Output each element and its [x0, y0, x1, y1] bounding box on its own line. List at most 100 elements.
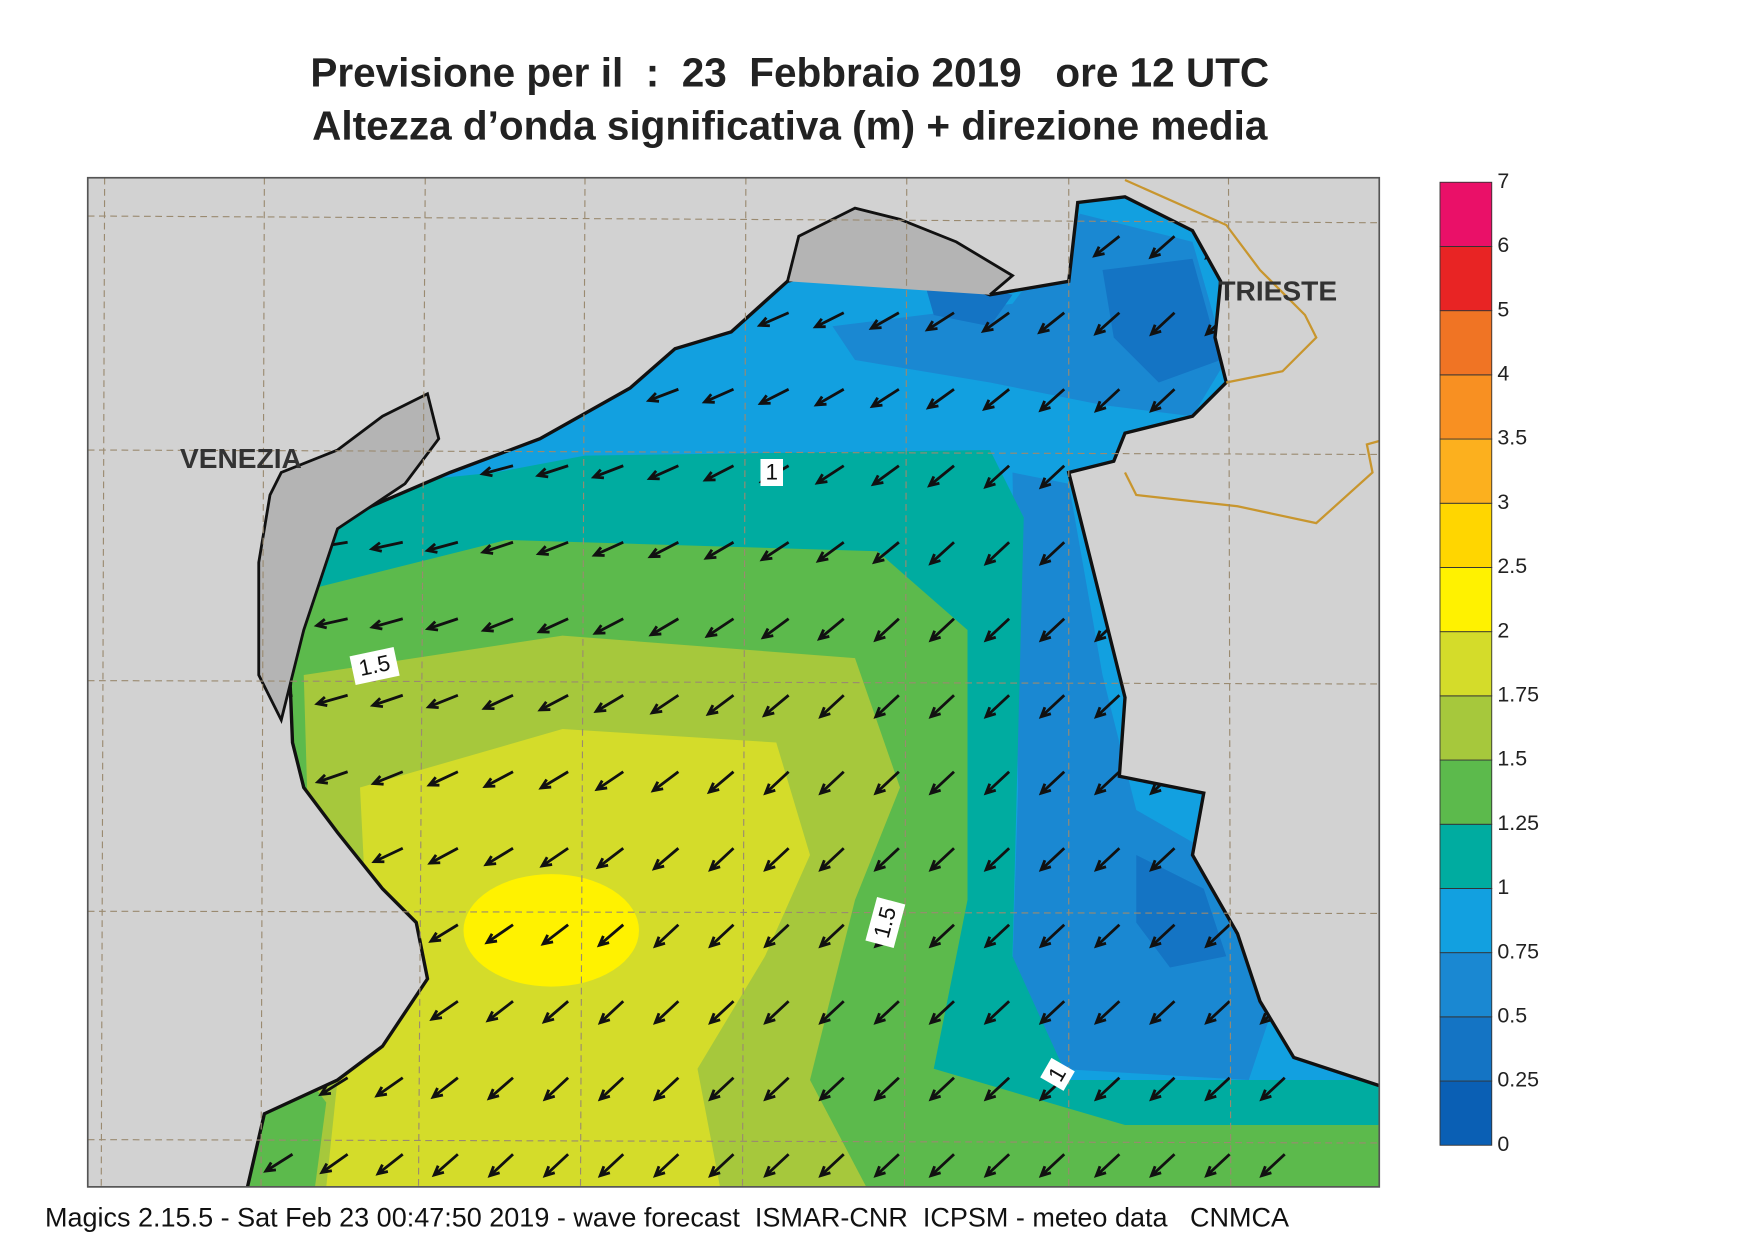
colorbar-tick-label: 1: [1497, 875, 1509, 899]
arrow: [928, 1076, 955, 1102]
arrow: [429, 1000, 459, 1022]
colorbar-segment: [1439, 566, 1493, 633]
arrow: [425, 693, 459, 710]
colorbar-tick-label: 2.5: [1497, 554, 1527, 578]
arrow: [374, 1076, 404, 1098]
field-band: [832, 213, 1227, 417]
arrow: [928, 1153, 955, 1178]
grid-line: [87, 910, 1380, 915]
arrow: [872, 541, 900, 565]
arrow: [761, 694, 790, 718]
arrow: [652, 1000, 680, 1025]
arrow: [484, 923, 514, 945]
arrow: [485, 1000, 514, 1023]
arrow: [371, 846, 404, 864]
colorbar-segment: [1439, 823, 1493, 889]
colorbar-tick-label: 0: [1497, 1132, 1509, 1156]
lagoon: [257, 391, 441, 725]
arrow: [1259, 1076, 1286, 1102]
grid-line: [87, 215, 1380, 224]
arrow: [1038, 541, 1066, 566]
graticule: [87, 177, 1380, 1187]
grid-line: [87, 680, 1380, 685]
arrow: [757, 387, 790, 405]
colorbar-segment: [1439, 631, 1493, 697]
arrow: [983, 923, 1011, 949]
arrow: [818, 1153, 845, 1178]
arrow: [763, 770, 790, 796]
coastline: [288, 195, 1380, 1088]
arrow: [535, 540, 569, 556]
arrow: [1204, 1153, 1231, 1178]
arrow: [1149, 311, 1176, 337]
colorbar-tick-label: 0.5: [1497, 1003, 1527, 1027]
arrow: [763, 1000, 790, 1025]
arrow: [818, 923, 845, 949]
arrow: [1093, 1076, 1121, 1102]
arrow: [431, 1153, 459, 1178]
arrow: [646, 464, 679, 481]
arrow: [592, 617, 624, 635]
arrow: [928, 923, 955, 949]
map-frame: [86, 176, 1381, 1188]
grid-line: [87, 1139, 1380, 1144]
arrow: [369, 693, 404, 709]
arrow: [369, 617, 404, 631]
arrow: [763, 1076, 790, 1102]
colorbar: 0 0.25 0.5 0.75 1 1.25 1.5 1.75 2 2.5 3 3.5 4 5 6 7: [1439, 169, 1539, 1156]
arrow: [1038, 617, 1066, 643]
arrow: [536, 617, 569, 634]
field-band: [463, 874, 639, 987]
arrow: [482, 770, 514, 789]
contour-label: 1: [760, 459, 783, 486]
border: [1123, 439, 1380, 525]
arrow: [428, 923, 459, 943]
coastline: [245, 686, 430, 1188]
arrow: [1149, 388, 1176, 413]
arrow: [924, 311, 955, 332]
arrow: [1093, 694, 1121, 719]
arrow: [1093, 1153, 1121, 1178]
colorbar-tick-label: 1.75: [1497, 682, 1539, 706]
grid-line: [87, 449, 1380, 456]
arrow: [928, 617, 955, 643]
arrow: [818, 1076, 845, 1102]
arrow: [708, 1076, 735, 1102]
arrow: [708, 1000, 735, 1025]
arrow: [868, 311, 900, 330]
arrow: [870, 464, 900, 487]
arrow: [1149, 847, 1176, 872]
colorbar-segment: [1439, 310, 1493, 376]
arrow: [763, 1153, 790, 1178]
arrow: [596, 923, 625, 948]
arrow: [1038, 847, 1066, 872]
arrow: [983, 1153, 1011, 1178]
colorbar-segment: [1439, 374, 1493, 440]
arrow: [927, 464, 955, 488]
arrow: [1204, 1000, 1231, 1025]
arrow: [760, 617, 790, 640]
contour-label: 1: [765, 460, 778, 485]
arrow: [980, 311, 1010, 333]
arrow: [651, 847, 680, 871]
arrow: [703, 541, 735, 560]
arrow: [648, 617, 680, 637]
arrow: [1038, 770, 1066, 796]
arrow: [649, 694, 680, 715]
arrow: [928, 1000, 955, 1025]
arrow: [1038, 1153, 1066, 1178]
arrow: [756, 311, 790, 328]
colorbar-segment: [1439, 245, 1493, 312]
arrow: [650, 770, 680, 793]
arrow: [1093, 311, 1121, 336]
colorbar-segment: [1439, 502, 1493, 568]
arrow: [925, 388, 955, 410]
colorbar-segment: [1439, 695, 1493, 761]
arrow: [708, 1153, 735, 1178]
arrow: [983, 847, 1011, 872]
colorbar-segment: [1439, 759, 1493, 825]
arrow: [540, 923, 569, 946]
arrow: [647, 541, 680, 559]
lagoon: [786, 206, 1015, 296]
arrow: [1259, 1153, 1286, 1178]
